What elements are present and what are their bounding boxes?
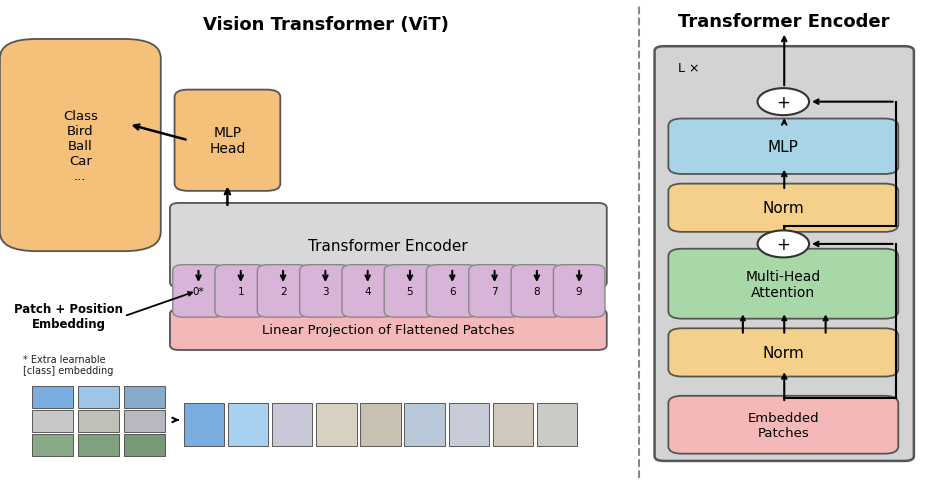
FancyBboxPatch shape [124,435,166,456]
Circle shape [758,231,809,258]
FancyBboxPatch shape [427,265,478,318]
FancyBboxPatch shape [78,410,119,432]
Text: MLP
Head: MLP Head [209,126,246,156]
FancyBboxPatch shape [184,403,224,447]
FancyBboxPatch shape [512,265,563,318]
FancyBboxPatch shape [78,435,119,456]
FancyBboxPatch shape [342,265,393,318]
Text: 8: 8 [534,287,540,296]
FancyBboxPatch shape [258,265,309,318]
Text: Transformer Encoder: Transformer Encoder [309,238,468,253]
Text: Norm: Norm [763,201,804,216]
Text: +: + [777,93,790,111]
FancyBboxPatch shape [553,265,605,318]
Text: +: + [777,235,790,254]
FancyBboxPatch shape [78,386,119,408]
FancyBboxPatch shape [272,403,312,447]
FancyBboxPatch shape [669,249,898,319]
FancyBboxPatch shape [175,91,280,192]
Text: 7: 7 [491,287,498,296]
Text: 5: 5 [406,287,413,296]
Text: * Extra learnable
[class] embedding: * Extra learnable [class] embedding [23,354,113,376]
FancyBboxPatch shape [32,435,73,456]
Text: 3: 3 [322,287,328,296]
FancyBboxPatch shape [669,329,898,377]
FancyBboxPatch shape [228,403,269,447]
Text: Transformer Encoder: Transformer Encoder [679,14,890,31]
FancyBboxPatch shape [215,265,267,318]
FancyBboxPatch shape [384,265,436,318]
FancyBboxPatch shape [405,403,445,447]
FancyBboxPatch shape [469,265,520,318]
Text: Patch + Position
Embedding: Patch + Position Embedding [14,302,124,331]
Text: Embedded
Patches: Embedded Patches [748,411,819,439]
Text: Class
Bird
Ball
Car
...: Class Bird Ball Car ... [63,109,98,182]
Text: Vision Transformer (ViT): Vision Transformer (ViT) [204,16,449,34]
Text: Multi-Head
Attention: Multi-Head Attention [746,269,821,299]
FancyBboxPatch shape [170,309,606,350]
Text: 9: 9 [576,287,582,296]
FancyBboxPatch shape [537,403,578,447]
FancyBboxPatch shape [124,386,166,408]
Text: 4: 4 [365,287,371,296]
FancyBboxPatch shape [299,265,352,318]
FancyBboxPatch shape [316,403,356,447]
Text: L ×: L × [679,62,700,75]
FancyBboxPatch shape [669,396,898,454]
FancyBboxPatch shape [170,203,606,287]
FancyBboxPatch shape [124,410,166,432]
FancyBboxPatch shape [32,386,73,408]
FancyBboxPatch shape [0,40,161,252]
Text: 0*: 0* [193,287,205,296]
FancyBboxPatch shape [669,184,898,232]
FancyBboxPatch shape [669,119,898,175]
Text: 6: 6 [449,287,456,296]
Text: 2: 2 [280,287,286,296]
Circle shape [758,89,809,116]
Text: Norm: Norm [763,345,804,360]
Text: Linear Projection of Flattened Patches: Linear Projection of Flattened Patches [262,323,514,336]
Text: 1: 1 [237,287,244,296]
FancyBboxPatch shape [655,47,914,461]
FancyBboxPatch shape [448,403,489,447]
Text: MLP: MLP [768,139,799,154]
FancyBboxPatch shape [360,403,401,447]
FancyBboxPatch shape [493,403,533,447]
FancyBboxPatch shape [173,265,224,318]
FancyBboxPatch shape [32,410,73,432]
